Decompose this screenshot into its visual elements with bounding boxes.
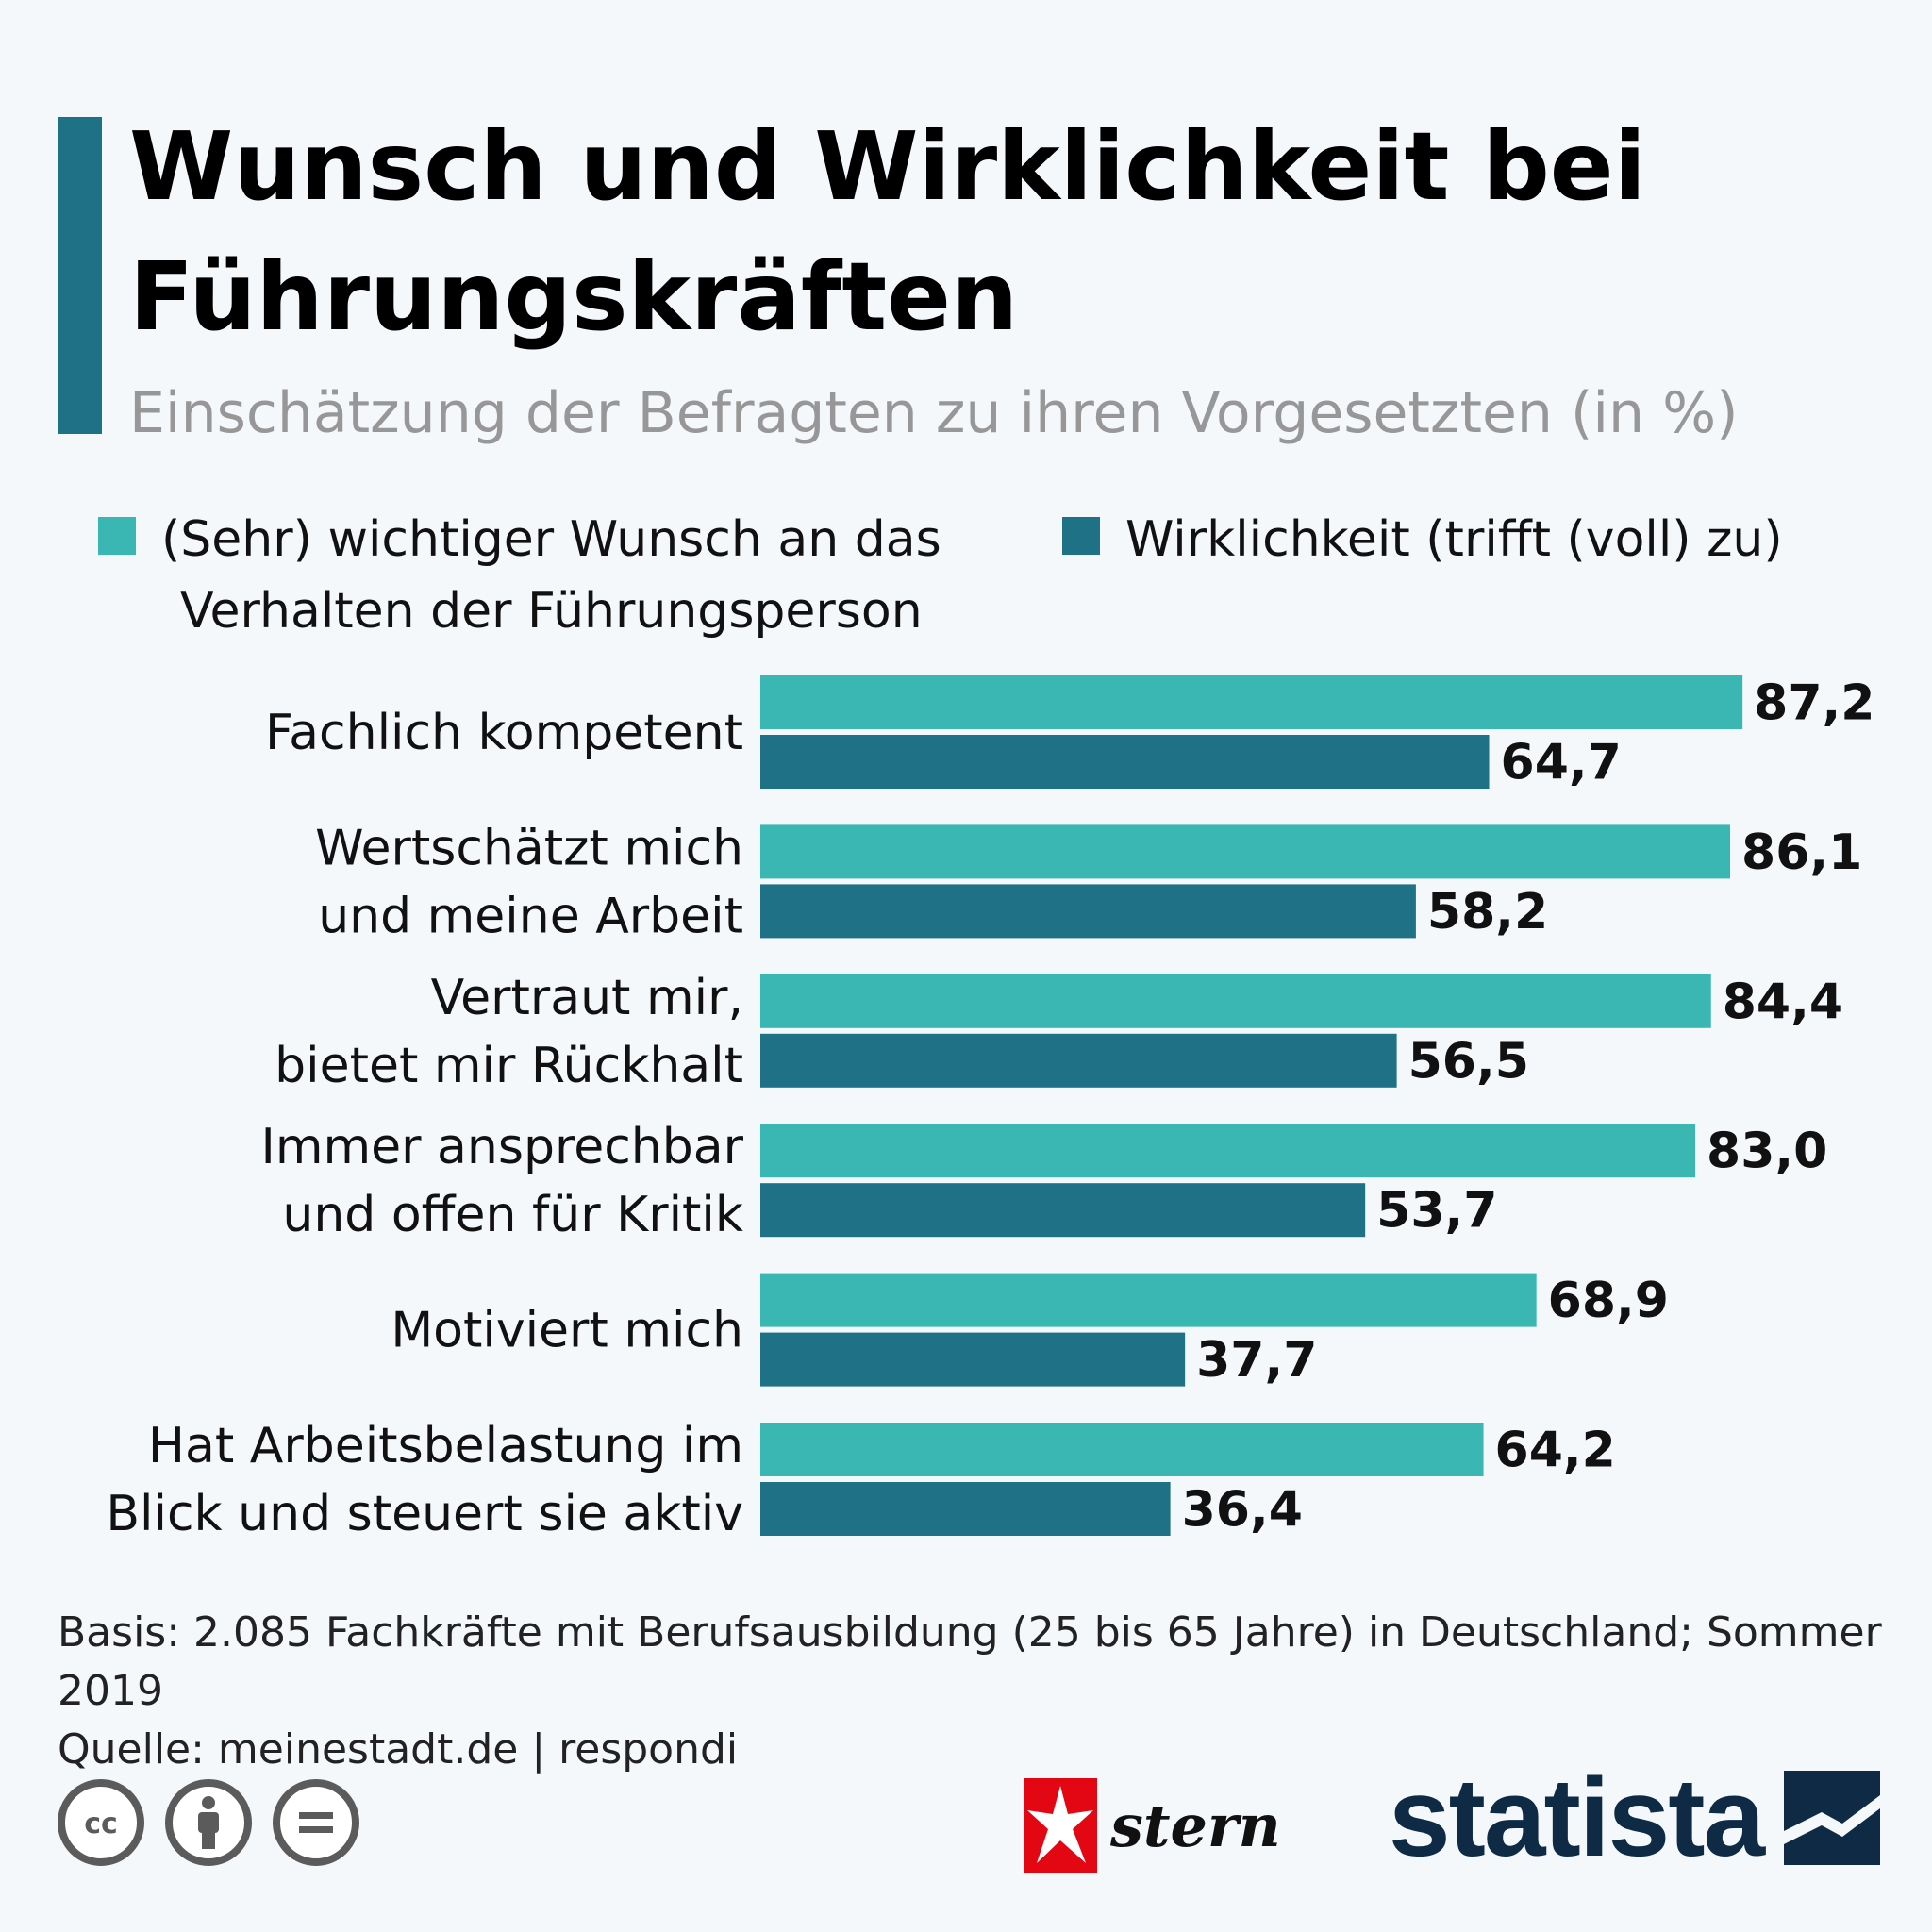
bar-wunsch <box>760 974 1711 1028</box>
footer-basis: Basis: 2.085 Fachkräfte mit Berufsausbil… <box>58 1608 1882 1715</box>
bar-wirklichkeit <box>760 1482 1171 1536</box>
category-label: Wertschätzt mich und meine Arbeit <box>315 820 743 944</box>
bar-wunsch <box>760 675 1743 729</box>
category-label-line: bietet mir Rückhalt <box>275 1038 743 1094</box>
category-label-line: Wertschätzt mich <box>315 820 743 876</box>
statista-mark-icon <box>1784 1771 1881 1865</box>
footer: Basis: 2.085 Fachkräfte mit Berufsausbil… <box>58 1604 1932 1779</box>
bar-wirklichkeit <box>760 1332 1186 1387</box>
bar-wirklichkeit <box>760 1033 1397 1088</box>
legend-item-wunsch: (Sehr) wichtiger Wunsch an das Verhalten… <box>98 504 941 647</box>
value-label-wunsch: 83,0 <box>1707 1124 1827 1180</box>
bar-wirklichkeit <box>760 735 1490 789</box>
value-label-wirklichkeit: 36,4 <box>1182 1482 1303 1539</box>
svg-text:cc: cc <box>84 1807 118 1840</box>
legend-swatch-wunsch <box>98 517 136 555</box>
title-accent-bar <box>58 117 102 434</box>
stern-star-icon <box>1024 1778 1097 1873</box>
legend-swatch-wirklichkeit <box>1062 517 1100 555</box>
bar-wunsch <box>760 824 1731 879</box>
legend-label-wirklichkeit: Wirklichkeit (trifft (voll) zu) <box>1125 504 1783 575</box>
chart-title: Wunsch und Wirklichkeit bei Führungskräf… <box>129 111 1646 352</box>
value-label-wirklichkeit: 53,7 <box>1376 1183 1497 1240</box>
cc-icon[interactable]: cc <box>58 1779 144 1866</box>
value-label-wirklichkeit: 58,2 <box>1427 884 1548 941</box>
category-label-line: Fachlich kompetent <box>265 705 743 761</box>
value-label-wunsch: 84,4 <box>1723 974 1843 1030</box>
value-label-wirklichkeit: 37,7 <box>1196 1332 1317 1389</box>
statista-logo: statista <box>1389 1756 1881 1880</box>
footer-source: Quelle: meinestadt.de | respondi <box>58 1725 739 1774</box>
legend-item-wirklichkeit: Wirklichkeit (trifft (voll) zu) <box>1062 504 1783 575</box>
value-label-wunsch: 68,9 <box>1548 1273 1669 1329</box>
category-label-line: und offen für Kritik <box>282 1187 743 1243</box>
value-label-wunsch: 86,1 <box>1741 824 1862 881</box>
value-label-wirklichkeit: 56,5 <box>1408 1033 1529 1090</box>
category-label-line: Hat Arbeitsbelastung im <box>148 1418 743 1474</box>
category-label: Vertraut mir, bietet mir Rückhalt <box>275 970 743 1094</box>
legend-label-wunsch: (Sehr) wichtiger Wunsch an das Verhalten… <box>161 504 941 647</box>
category-label-line: Motiviert mich <box>391 1303 743 1359</box>
category-label: Motiviert mich <box>391 1303 743 1359</box>
nd-icon[interactable] <box>273 1779 359 1866</box>
stern-logo: stern <box>1024 1778 1281 1873</box>
category-label: Immer ansprechbar und offen für Kritik <box>261 1119 744 1243</box>
category-label: Hat Arbeitsbelastung im Blick und steuert… <box>106 1418 743 1542</box>
statista-wordmark: statista <box>1389 1756 1765 1880</box>
legend-label-wunsch-line-1: (Sehr) wichtiger Wunsch an das <box>161 511 941 568</box>
category-label-line: und meine Arbeit <box>318 888 743 944</box>
stern-wordmark: stern <box>1110 1790 1281 1860</box>
by-icon[interactable] <box>165 1779 252 1866</box>
bar-wirklichkeit <box>760 1183 1366 1238</box>
license-icons: cc <box>58 1779 359 1866</box>
chart-subtitle: Einschätzung der Befragten zu ihren Vorg… <box>129 380 1739 446</box>
legend-label-wirklichkeit-line-1: Wirklichkeit (trifft (voll) zu) <box>1125 511 1783 568</box>
value-label-wirklichkeit: 64,7 <box>1501 735 1622 791</box>
category-label-line: Blick und steuert sie aktiv <box>106 1486 743 1542</box>
category-label-line: Vertraut mir, <box>431 970 743 1026</box>
value-label-wunsch: 87,2 <box>1754 675 1874 732</box>
bar-wunsch <box>760 1124 1696 1178</box>
bar-wirklichkeit <box>760 884 1416 939</box>
bar-wunsch <box>760 1423 1484 1476</box>
legend-label-wunsch-line-2: Verhalten der Führungsperson <box>180 583 923 640</box>
bar-wunsch <box>760 1273 1537 1327</box>
category-label-line: Immer ansprechbar <box>261 1119 744 1175</box>
value-label-wunsch: 64,2 <box>1495 1423 1616 1479</box>
category-label: Fachlich kompetent <box>265 705 743 761</box>
